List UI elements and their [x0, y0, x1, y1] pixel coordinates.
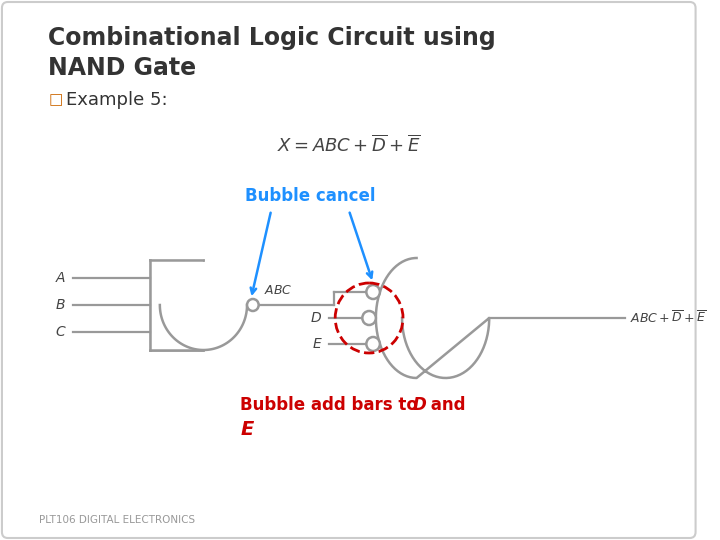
Circle shape — [366, 337, 380, 351]
Text: D: D — [413, 396, 426, 414]
Text: E: E — [313, 337, 322, 351]
Text: A: A — [55, 271, 65, 285]
Text: and: and — [426, 396, 466, 414]
Text: □: □ — [48, 92, 63, 107]
Circle shape — [362, 311, 376, 325]
Text: PLT106 DIGITAL ELECTRONICS: PLT106 DIGITAL ELECTRONICS — [39, 515, 195, 525]
Text: E: E — [240, 420, 253, 439]
Text: NAND Gate: NAND Gate — [48, 56, 197, 80]
Polygon shape — [376, 258, 489, 378]
Text: Example 5:: Example 5: — [66, 91, 168, 109]
Text: Combinational Logic Circuit using: Combinational Logic Circuit using — [48, 26, 496, 50]
Text: B: B — [55, 298, 65, 312]
Text: Bubble add bars to: Bubble add bars to — [240, 396, 424, 414]
Text: Bubble cancel: Bubble cancel — [245, 187, 375, 205]
FancyBboxPatch shape — [2, 2, 696, 538]
Text: $ABC + \overline{D} + \overline{E}$: $ABC + \overline{D} + \overline{E}$ — [630, 310, 706, 326]
Polygon shape — [150, 260, 247, 350]
Text: $X = ABC + \overline{D} + \overline{E}$: $X = ABC + \overline{D} + \overline{E}$ — [276, 134, 420, 156]
Text: $ABC$: $ABC$ — [264, 284, 292, 297]
Circle shape — [247, 299, 258, 311]
Text: D: D — [311, 311, 322, 325]
Circle shape — [366, 285, 380, 299]
Text: C: C — [55, 325, 65, 339]
